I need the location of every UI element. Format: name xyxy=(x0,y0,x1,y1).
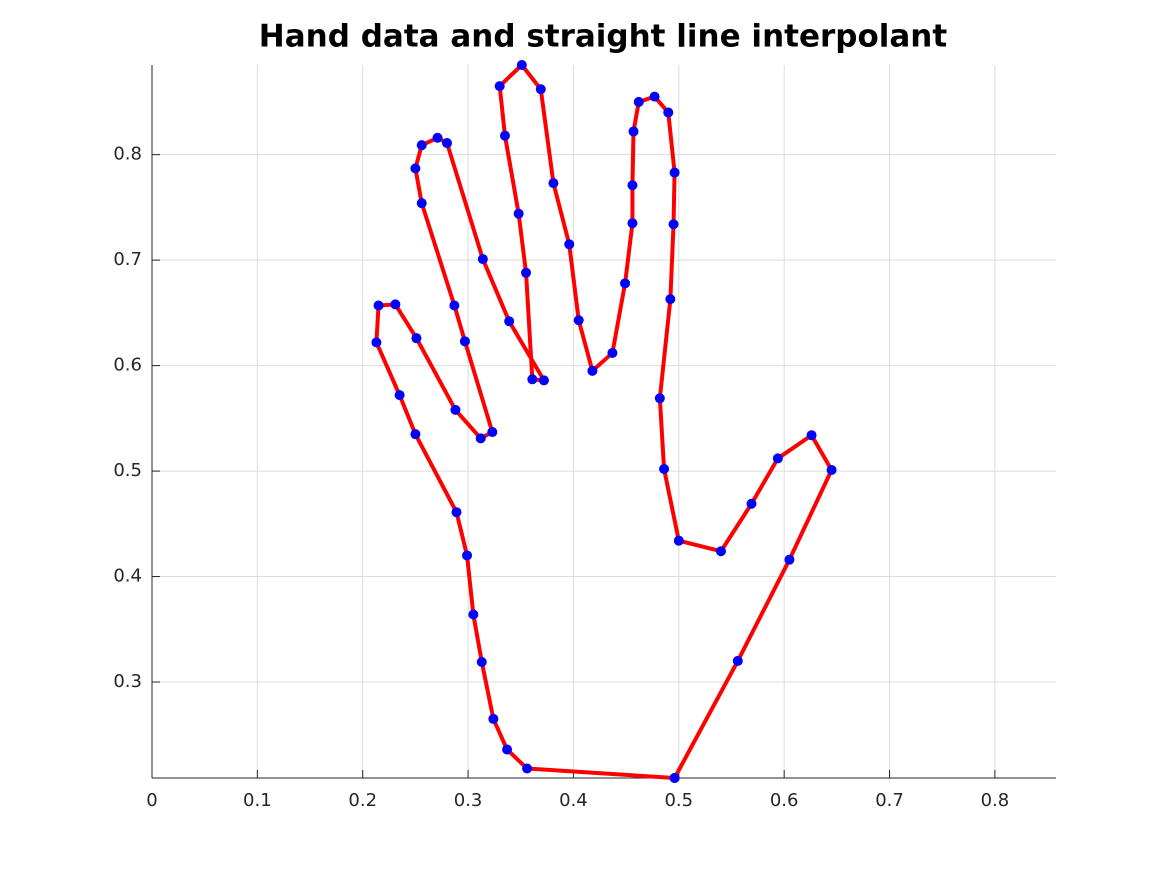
marker xyxy=(527,374,538,385)
marker xyxy=(373,300,384,311)
marker xyxy=(494,81,505,92)
x-tick-label: 0.2 xyxy=(348,790,377,811)
y-tick-label: 0.6 xyxy=(113,355,142,376)
marker xyxy=(521,267,532,278)
marker xyxy=(627,180,638,191)
marker xyxy=(663,107,674,118)
marker xyxy=(573,315,584,326)
marker xyxy=(390,299,401,310)
y-tick-label: 0.5 xyxy=(113,460,142,481)
marker xyxy=(535,84,546,95)
marker xyxy=(459,336,470,347)
y-tick-label: 0.7 xyxy=(113,249,142,270)
marker xyxy=(538,375,549,386)
marker xyxy=(462,550,473,561)
marker xyxy=(487,427,498,438)
marker xyxy=(394,390,405,401)
x-tick-label: 0.3 xyxy=(454,790,483,811)
marker xyxy=(669,773,680,783)
marker xyxy=(410,429,421,440)
marker xyxy=(450,404,461,415)
y-tick-label: 0.4 xyxy=(113,566,142,587)
y-tick-label: 0.8 xyxy=(113,144,142,165)
marker xyxy=(607,347,618,358)
x-tick-label: 0.8 xyxy=(981,790,1010,811)
marker xyxy=(673,535,684,546)
marker xyxy=(502,744,513,755)
marker xyxy=(826,465,837,476)
x-tick-label: 0 xyxy=(146,790,157,811)
marker xyxy=(468,609,479,620)
marker xyxy=(432,132,443,143)
marker xyxy=(659,463,670,474)
marker xyxy=(772,453,783,464)
marker xyxy=(475,433,486,444)
marker xyxy=(488,713,499,724)
x-tick-label: 0.7 xyxy=(875,790,904,811)
marker xyxy=(665,294,676,305)
y-tick-label: 0.3 xyxy=(113,671,142,692)
x-tick-label: 0.1 xyxy=(243,790,272,811)
marker xyxy=(513,208,524,219)
x-tick-label: 0.6 xyxy=(770,790,799,811)
marker xyxy=(477,254,488,265)
marker xyxy=(416,198,427,209)
marker xyxy=(410,163,421,174)
marker xyxy=(627,218,638,229)
marker xyxy=(669,167,680,178)
marker xyxy=(411,333,422,344)
marker xyxy=(564,239,575,250)
marker xyxy=(499,130,510,141)
marker xyxy=(633,96,644,107)
marker xyxy=(628,126,639,137)
marker xyxy=(668,219,679,230)
marker xyxy=(654,393,665,404)
marker xyxy=(746,498,757,509)
marker xyxy=(522,763,533,774)
marker xyxy=(806,430,817,441)
marker xyxy=(451,507,462,518)
marker xyxy=(649,91,660,102)
marker xyxy=(449,300,460,311)
marker xyxy=(442,138,453,149)
marker xyxy=(620,278,631,289)
x-tick-label: 0.4 xyxy=(559,790,588,811)
marker xyxy=(504,316,515,327)
x-tick-label: 0.5 xyxy=(664,790,693,811)
marker xyxy=(715,546,726,557)
marker xyxy=(371,337,382,348)
marker xyxy=(732,655,743,666)
marker xyxy=(516,60,527,70)
marker xyxy=(587,365,598,376)
marker xyxy=(548,178,559,189)
marker xyxy=(416,140,427,151)
marker xyxy=(476,656,487,667)
line xyxy=(374,63,834,780)
chart-title: Hand data and straight line interpolant xyxy=(259,19,948,55)
marker xyxy=(784,554,795,565)
